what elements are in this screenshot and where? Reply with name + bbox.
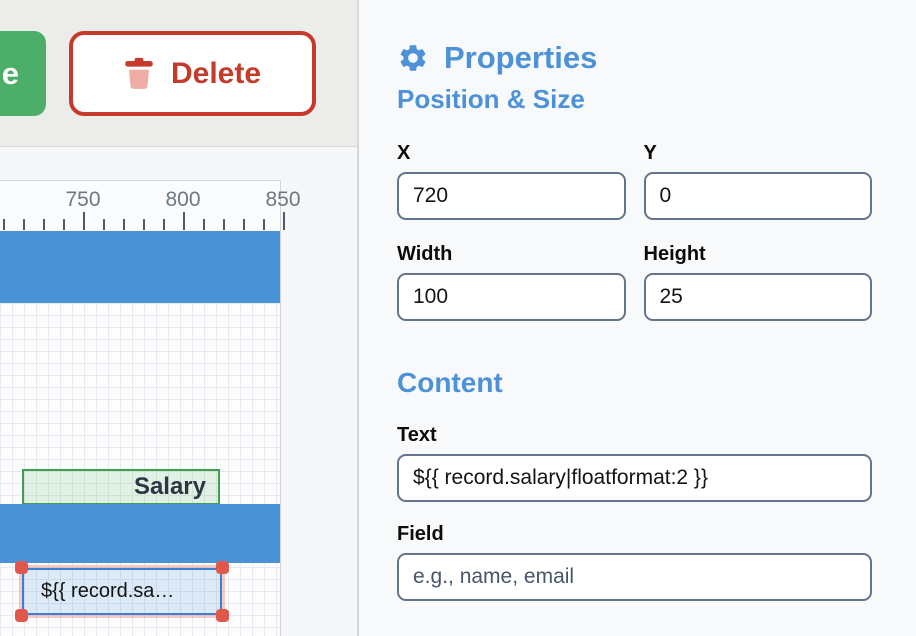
delete-button[interactable]: Delete	[69, 31, 316, 116]
header-cell-label: Salary	[133, 473, 206, 500]
height-field-group: Height	[643, 243, 872, 321]
y-input[interactable]	[643, 172, 872, 220]
ruler-tick	[163, 219, 165, 230]
resize-handle-bottom-left[interactable]	[15, 609, 28, 622]
ruler-tick	[283, 212, 285, 230]
ruler-tick	[83, 212, 85, 230]
ruler-tick	[63, 219, 65, 230]
header-cell-salary[interactable]: Salary	[22, 469, 220, 505]
ruler-label: 800	[165, 188, 201, 211]
ruler-tick	[203, 219, 205, 230]
text-input[interactable]	[397, 454, 872, 502]
y-field-group: Y	[643, 142, 872, 220]
horizontal-ruler: 750 800 850	[0, 181, 301, 231]
ruler-tick	[263, 219, 265, 230]
x-label: X	[397, 142, 411, 164]
ruler-tick	[103, 219, 105, 230]
trash-icon	[124, 57, 154, 90]
resize-handle-top-left[interactable]	[15, 561, 28, 574]
x-input[interactable]	[397, 172, 626, 220]
selected-element-body[interactable]: ${{ record.sa…	[19, 565, 225, 618]
ruler-tick	[243, 219, 245, 230]
design-canvas[interactable]: 750 800 850 Salary ${{ record.sa…	[0, 180, 301, 636]
ruler-tick	[183, 212, 185, 230]
ruler-tick	[23, 219, 25, 230]
field-field-group: Field	[397, 523, 872, 601]
panel-title: Properties	[444, 40, 598, 75]
save-button[interactable]: e	[0, 31, 46, 116]
field-label: Field	[397, 523, 444, 545]
ruler-tick	[43, 219, 45, 230]
table-band-top[interactable]	[0, 231, 280, 303]
resize-handle-top-right[interactable]	[216, 561, 229, 574]
ruler-label: 750	[65, 188, 101, 211]
height-input[interactable]	[643, 273, 872, 321]
content-heading: Content	[397, 367, 503, 398]
width-field-group: Width	[397, 243, 626, 321]
position-size-heading: Position & Size	[397, 84, 585, 114]
ruler-label: 850	[265, 188, 301, 211]
delete-button-label: Delete	[170, 56, 262, 90]
table-band-row[interactable]	[0, 504, 280, 563]
height-label: Height	[643, 243, 706, 265]
text-field-group: Text	[397, 424, 872, 502]
ruler-tick	[123, 219, 125, 230]
width-input[interactable]	[397, 273, 626, 321]
x-field-group: X	[397, 142, 626, 220]
y-label: Y	[643, 142, 657, 164]
position-size-fields: X Y Width Height	[397, 142, 872, 321]
gear-icon	[397, 42, 429, 74]
properties-panel: Properties Position & Size X Y Width Hei…	[359, 0, 916, 636]
editor-left-region: e Delete 750 800 850 Salary ${{ record.sa…	[0, 0, 357, 636]
ruler-tick	[223, 219, 225, 230]
field-input[interactable]	[397, 553, 872, 601]
resize-handle-bottom-right[interactable]	[216, 609, 229, 622]
text-label: Text	[397, 424, 437, 446]
ruler-tick	[143, 219, 145, 230]
selected-text-element[interactable]: ${{ record.sa…	[15, 561, 229, 622]
ruler-tick	[3, 219, 5, 230]
properties-header: Properties	[397, 40, 872, 76]
width-label: Width	[397, 243, 453, 265]
panel-divider	[357, 0, 359, 636]
toolbar: e Delete	[0, 0, 357, 147]
